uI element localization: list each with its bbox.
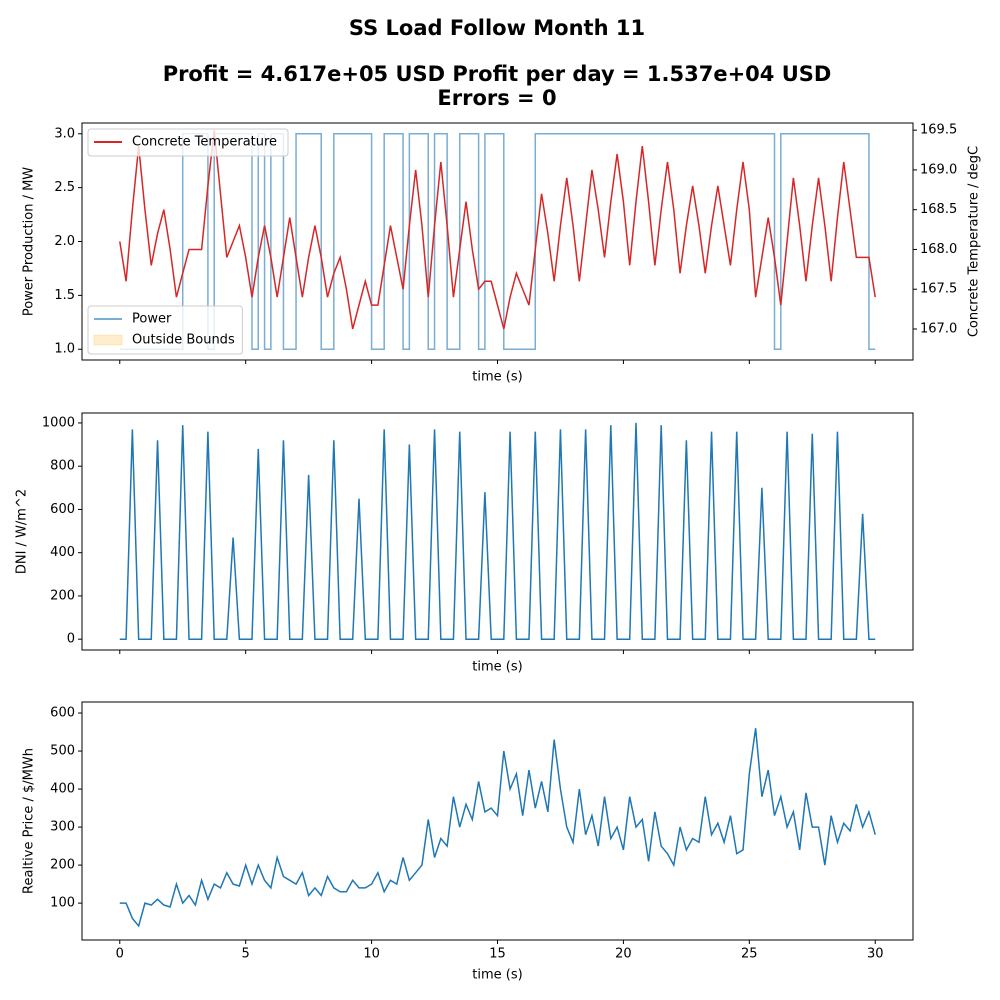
x-tick-label: 20 [615,947,632,962]
x-tick-label: 5 [242,947,250,962]
x-tick-label: 25 [741,947,758,962]
y-tick-label: 2.5 [54,180,75,195]
x-axis-label: time (s) [472,968,522,983]
y2-tick-label: 169.0 [920,162,957,177]
y-tick-label: 1000 [42,415,75,430]
y-tick-label: 3.0 [54,126,75,141]
x-tick-label: 0 [116,947,124,962]
y-tick-label: 2.0 [54,234,75,249]
y-tick-label: 800 [50,459,75,474]
y2-tick-label: 168.0 [920,242,957,257]
axes-frame [81,701,914,941]
y2-axis-label: Concrete Temperature / degC [967,146,982,337]
figure-subtitle: Profit = 4.617e+05 USD Profit per day = … [163,62,832,86]
series-line [119,422,876,640]
y-tick-label: 500 [50,744,75,759]
y2-tick-label: 168.5 [920,202,957,217]
y-tick-label: 200 [50,588,75,603]
legend-swatch [93,334,123,346]
x-axis-label: time (s) [472,370,522,385]
y-tick-label: 600 [50,706,75,721]
x-tick-label: 10 [363,947,380,962]
legend-label: Outside Bounds [132,333,235,348]
legend-box [87,305,243,355]
x-tick-label: 30 [867,947,884,962]
legend-box [87,128,289,157]
series-line [119,133,876,350]
plot-area [82,702,913,940]
y2-tick-label: 167.0 [920,321,957,336]
y-tick-label: 1.5 [54,288,75,303]
figure-title: SS Load Follow Month 11 [349,16,645,40]
y-tick-label: 0 [67,632,75,647]
y2-tick-label: 167.5 [920,282,957,297]
y-tick-label: 200 [50,858,75,873]
y-tick-label: 1.0 [54,342,75,357]
series-line [119,728,876,928]
axes-frame [81,122,914,361]
y-tick-label: 400 [50,782,75,797]
x-tick-label: 15 [489,947,506,962]
legend-label: Power [132,312,172,327]
axes-frame [81,412,914,651]
y-tick-label: 100 [50,896,75,911]
y-tick-label: 300 [50,820,75,835]
y-axis-label: Realtive Price / $/MWh [22,748,37,894]
figure-subtitle: Errors = 0 [437,86,556,110]
y-axis-label: Power Production / MW [22,167,37,316]
y-tick-label: 400 [50,545,75,560]
legend-label: Concrete Temperature [132,135,277,150]
series-line [119,130,876,330]
y-axis-label: DNI / W/m^2 [15,489,30,574]
x-axis-label: time (s) [472,660,522,675]
plot-area [82,413,913,650]
y-tick-label: 600 [50,502,75,517]
y2-tick-label: 169.5 [920,123,957,138]
